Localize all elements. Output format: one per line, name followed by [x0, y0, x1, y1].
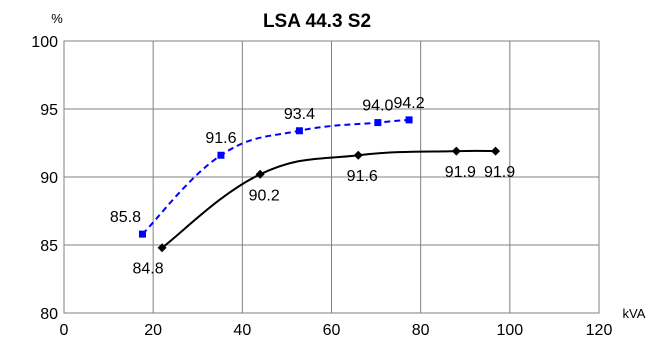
- data-point-square: [295, 127, 303, 135]
- data-label: 94.0: [362, 98, 393, 115]
- x-tick-label: 60: [323, 322, 341, 339]
- data-point-square: [405, 116, 413, 124]
- chart-title: LSA 44.3 S2: [263, 11, 371, 32]
- data-label: 94.2: [394, 95, 425, 112]
- data-label: 84.8: [133, 261, 164, 278]
- x-tick-label: 100: [496, 322, 523, 339]
- plot-area-frame: [63, 40, 600, 314]
- data-label: 91.6: [205, 130, 236, 147]
- data-label: 85.8: [110, 209, 141, 226]
- series-line-1: [141, 118, 410, 235]
- x-tick-label: 20: [144, 322, 162, 339]
- data-point-square: [217, 151, 225, 159]
- data-label: 90.2: [249, 187, 280, 204]
- x-tick-label: 80: [412, 322, 430, 339]
- data-label: 93.4: [284, 106, 315, 123]
- axis-tick-labels: 80 85 90 95 100 0 20 40 60 80 100 120: [31, 34, 612, 339]
- series-line-2: [161, 149, 496, 249]
- data-point-diamond: [491, 146, 501, 156]
- data-labels: 85.8 91.6 93.4 94.0 94.2 84.8 90.2 91.6 91.9 91.9: [110, 95, 515, 278]
- data-point-square: [138, 230, 146, 238]
- data-point-diamond: [255, 169, 265, 179]
- data-point-diamond: [353, 150, 363, 160]
- data-label: 91.9: [445, 164, 476, 181]
- y-tick-label: 95: [40, 102, 58, 119]
- series-layer: [138, 116, 501, 253]
- x-tick-label: 40: [233, 322, 251, 339]
- data-label: 91.6: [347, 168, 378, 185]
- y-tick-label: 90: [40, 170, 58, 187]
- y-axis-unit-label: %: [51, 11, 63, 26]
- x-axis-unit-label: kVA: [623, 306, 646, 321]
- y-tick-label: 100: [31, 34, 58, 51]
- data-point-diamond: [451, 146, 461, 156]
- data-label: 91.9: [484, 164, 515, 181]
- y-tick-label: 80: [40, 306, 58, 323]
- x-tick-label: 0: [60, 322, 69, 339]
- x-tick-label: 120: [586, 322, 613, 339]
- y-tick-label: 85: [40, 238, 58, 255]
- data-point-diamond: [157, 243, 167, 253]
- data-point-square: [374, 119, 382, 127]
